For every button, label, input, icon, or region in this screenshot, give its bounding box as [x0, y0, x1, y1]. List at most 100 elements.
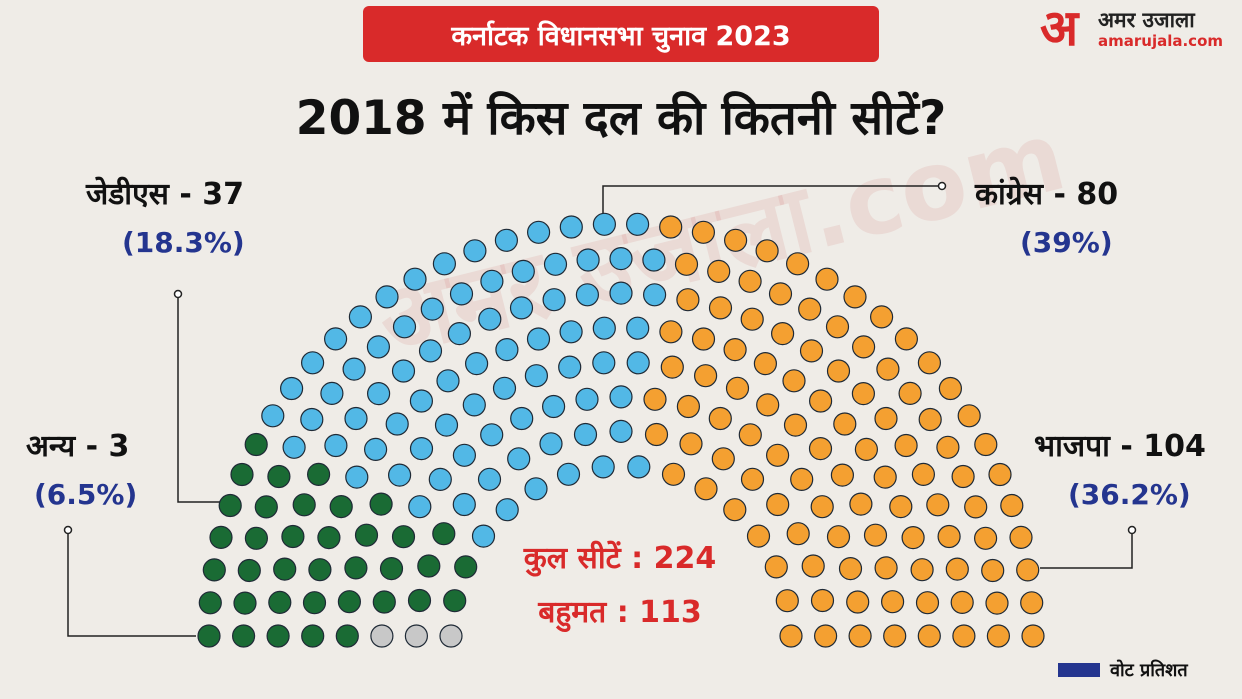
seat-dot	[543, 252, 568, 276]
seat-dot	[408, 495, 432, 519]
seat-dot	[300, 407, 324, 432]
seat-dot	[559, 320, 583, 344]
logo-icon: अ	[1040, 0, 1079, 57]
seat-dot	[282, 435, 306, 459]
leader-end	[937, 181, 947, 191]
seat-dots	[197, 212, 1045, 648]
seat-dot	[964, 495, 988, 519]
seat-dot	[627, 455, 651, 479]
seat-dot	[379, 556, 404, 581]
seat-dot	[898, 381, 922, 405]
seat-dot	[779, 624, 803, 648]
seat-dot	[813, 624, 838, 648]
seat-dot	[915, 591, 940, 615]
seat-dot	[465, 352, 489, 376]
seat-dot	[261, 404, 285, 428]
seat-dot	[329, 495, 353, 519]
seat-dot	[625, 212, 650, 236]
seat-dot	[894, 327, 919, 351]
seat-dot	[723, 498, 747, 522]
seat-dot	[738, 423, 762, 447]
seat-dot	[659, 320, 683, 344]
seat-dot	[846, 590, 870, 614]
seat-dot	[768, 282, 793, 306]
seat-dot	[477, 467, 502, 491]
seat-dot	[889, 495, 913, 519]
seat-dot	[833, 412, 857, 436]
seat-dot	[854, 437, 879, 461]
seat-dot	[539, 432, 563, 456]
seat-dot	[738, 269, 762, 293]
seat-dot	[848, 624, 872, 648]
seat-dot	[950, 590, 974, 615]
seat-dot	[509, 296, 534, 320]
seat-dot	[786, 522, 810, 546]
seat-dot	[783, 413, 808, 437]
leader-line	[1040, 530, 1133, 569]
seat-dot	[409, 437, 434, 461]
seat-dot	[364, 437, 388, 461]
seat-dot	[301, 624, 325, 648]
vote-share-bjp: (36.2%)	[1068, 478, 1191, 511]
seat-dot	[815, 267, 839, 291]
seat-dot	[894, 433, 918, 458]
seat-dot	[592, 212, 617, 236]
logo-site: amarujala.com	[1098, 32, 1224, 50]
seat-dot	[711, 447, 735, 471]
seat-dot	[418, 339, 443, 363]
seat-dot	[449, 282, 474, 306]
seat-dot	[825, 315, 850, 339]
seat-dot	[273, 557, 297, 581]
seat-dot	[674, 252, 699, 276]
legend: वोट प्रतिशत	[1058, 658, 1188, 682]
seat-dot	[799, 339, 824, 363]
seat-dot	[281, 524, 305, 549]
seat-dot	[810, 495, 834, 519]
seat-dot	[342, 357, 366, 381]
seat-dot	[981, 558, 1005, 583]
seat-dot	[693, 364, 718, 388]
seat-dot	[808, 437, 833, 461]
seat-dot	[237, 558, 261, 583]
legend-swatch	[1058, 663, 1100, 677]
leader-end	[173, 289, 183, 299]
seat-dot	[391, 525, 416, 549]
seat-dot	[462, 393, 486, 417]
seat-dot	[542, 288, 566, 312]
seat-dot	[626, 316, 650, 340]
seat-dot	[404, 624, 428, 648]
seat-dot	[642, 248, 666, 272]
seat-dot	[1021, 624, 1045, 648]
seat-dot	[679, 432, 703, 456]
seat-dot	[267, 464, 291, 489]
logo-name: अमर उजाला	[1098, 8, 1195, 32]
seat-dot	[366, 335, 390, 359]
seat-dot	[874, 556, 898, 580]
seat-dot	[746, 524, 771, 548]
vote-share-others: (6.5%)	[34, 478, 138, 511]
seat-dot	[494, 228, 518, 252]
seat-dot	[765, 443, 790, 467]
seat-dot	[510, 406, 534, 431]
majority-text: बहुमत : 113	[538, 595, 702, 630]
seat-dot	[511, 259, 535, 283]
seat-dot	[874, 406, 898, 431]
seat-dot	[385, 412, 409, 436]
title-banner: कर्नाटक विधानसभा चुनाव 2023	[363, 6, 879, 62]
seat-dot	[911, 462, 936, 486]
seat-dot	[370, 624, 394, 648]
seat-dot	[1000, 493, 1024, 518]
seat-dot	[785, 252, 810, 276]
seat-dot	[938, 376, 963, 401]
seat-dot	[391, 359, 416, 383]
seat-dot	[388, 463, 412, 487]
seat-dot	[324, 327, 348, 351]
seat-dot	[317, 525, 341, 550]
seat-dot	[218, 493, 242, 518]
seat-dot	[691, 220, 716, 244]
seat-dot	[830, 463, 855, 487]
seat-dot	[463, 239, 487, 263]
seat-dot	[782, 369, 806, 393]
seat-dot	[478, 307, 502, 331]
seat-dot	[244, 526, 268, 550]
